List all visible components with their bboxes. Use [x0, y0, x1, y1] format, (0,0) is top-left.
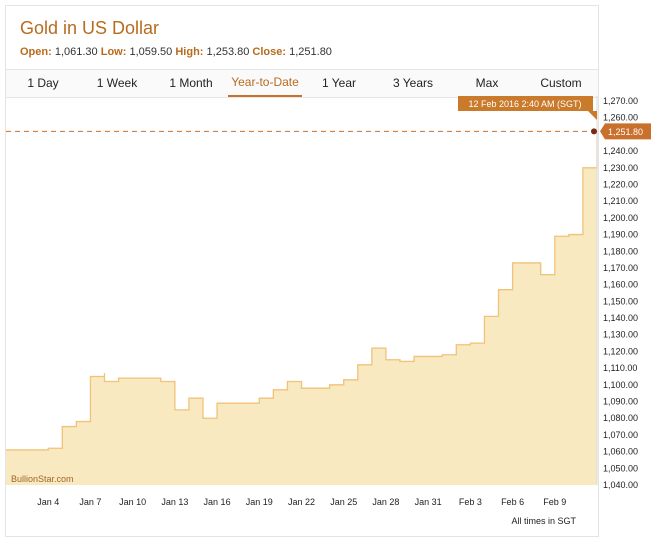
ohlc-summary: Open: 1,061.30 Low: 1,059.50 High: 1,253… [20, 46, 332, 58]
tab-3-years[interactable]: 3 Years [392, 76, 434, 90]
y-axis: 1,040.00 1,050.00 1,060.00 1,070.00 1,080.00… [603, 96, 638, 490]
last-price-marker [591, 128, 597, 135]
y-tick-label: 1,060.00 [603, 447, 638, 457]
tab-custom[interactable]: Custom [540, 76, 582, 90]
tab-year-to-date[interactable]: Year-to-Date [228, 70, 302, 97]
x-tick-label: Jan 13 [161, 497, 188, 507]
y-tick-label: 1,170.00 [603, 263, 638, 273]
y-tick-label: 1,150.00 [603, 296, 638, 306]
x-tick-label: Jan 19 [246, 497, 273, 507]
x-tick-label: Jan 10 [119, 497, 146, 507]
y-tick-label: 1,050.00 [603, 463, 638, 473]
y-tick-label: 1,080.00 [603, 413, 638, 423]
y-tick-label: 1,260.00 [603, 113, 638, 123]
series-area [6, 131, 597, 486]
y-tick-label: 1,070.00 [603, 430, 638, 440]
tab-max[interactable]: Max [475, 76, 499, 90]
y-tick-label: 1,190.00 [603, 230, 638, 240]
y-tick-label: 1,160.00 [603, 280, 638, 290]
y-tick-label: 1,180.00 [603, 246, 638, 256]
x-tick-label: Jan 28 [372, 497, 399, 507]
open-label: Open: [20, 46, 52, 58]
high-value: 1,253.80 [206, 46, 250, 58]
x-tick-label: Feb 9 [543, 497, 566, 507]
x-axis: Jan 4 Jan 7 Jan 10 Jan 13 Jan 16 Jan 19 Jan 22… [37, 497, 576, 526]
y-tick-label: 1,140.00 [603, 313, 638, 323]
x-tick-label: Feb 3 [459, 497, 482, 507]
watermark: BullionStar.com [11, 474, 74, 484]
high-label: High: [175, 46, 204, 58]
plot-area [6, 96, 598, 486]
overlay-layer: 1,251.80 12 Feb 2016 2:40 AM (SGT) Bullion… [6, 96, 651, 484]
tab-1-week[interactable]: 1 Week [96, 76, 138, 90]
x-tick-label: Feb 6 [501, 497, 524, 507]
low-value: 1,059.50 [129, 46, 173, 58]
range-tabs: 1 Day 1 Week 1 Month Year-to-Date 1 Year… [6, 69, 598, 98]
y-tick-label: 1,210.00 [603, 196, 638, 206]
tab-1-month[interactable]: 1 Month [169, 76, 213, 90]
tab-1-year[interactable]: 1 Year [321, 76, 357, 90]
tooltip: 12 Feb 2016 2:40 AM (SGT) [458, 96, 597, 120]
y-tick-label: 1,090.00 [603, 397, 638, 407]
series-line [6, 131, 598, 451]
y-tick-label: 1,230.00 [603, 163, 638, 173]
y-tick-label: 1,130.00 [603, 330, 638, 340]
x-tick-label: Jan 31 [415, 497, 442, 507]
y-tick-label: 1,220.00 [603, 179, 638, 189]
last-price-label: 1,251.80 [600, 123, 651, 140]
x-tick-label: Jan 25 [330, 497, 357, 507]
y-tick-label: 1,040.00 [603, 480, 638, 490]
low-label: Low: [100, 46, 127, 58]
close-label: Close: [252, 46, 287, 58]
open-value: 1,061.30 [54, 46, 98, 58]
x-tick-label: Jan 16 [204, 497, 231, 507]
last-price-text: 1,251.80 [608, 127, 643, 137]
close-value: 1,251.80 [289, 46, 332, 58]
y-tick-label: 1,270.00 [603, 96, 638, 106]
x-tick-label: Jan 7 [79, 497, 101, 507]
chart-title: Gold in US Dollar [20, 18, 160, 38]
y-tick-label: 1,120.00 [603, 346, 638, 356]
x-tick-label: Jan 22 [288, 497, 315, 507]
tab-1-day[interactable]: 1 Day [27, 76, 59, 90]
tooltip-text: 12 Feb 2016 2:40 AM (SGT) [468, 99, 581, 109]
y-tick-label: 1,200.00 [603, 213, 638, 223]
y-tick-label: 1,100.00 [603, 380, 638, 390]
y-tick-label: 1,240.00 [603, 146, 638, 156]
y-tick-label: 1,110.00 [603, 363, 637, 373]
time-zone-note: All times in SGT [511, 516, 576, 526]
x-tick-label: Jan 4 [37, 497, 59, 507]
